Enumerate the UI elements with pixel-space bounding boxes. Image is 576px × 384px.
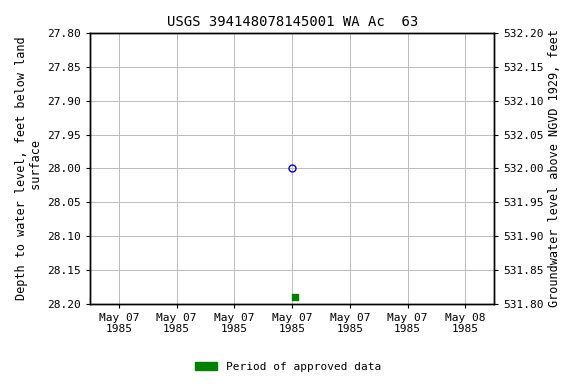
Legend: Period of approved data: Period of approved data <box>191 358 385 377</box>
Y-axis label: Depth to water level, feet below land
 surface: Depth to water level, feet below land su… <box>15 36 43 300</box>
Title: USGS 394148078145001 WA Ac  63: USGS 394148078145001 WA Ac 63 <box>166 15 418 29</box>
Y-axis label: Groundwater level above NGVD 1929, feet: Groundwater level above NGVD 1929, feet <box>548 30 561 307</box>
